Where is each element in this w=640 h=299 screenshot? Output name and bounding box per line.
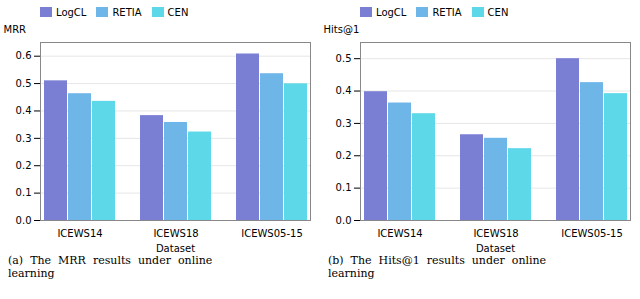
svg-text:0.5: 0.5 [336,53,352,64]
svg-text:ICEWS05-15: ICEWS05-15 [561,228,623,239]
svg-text:0.2: 0.2 [336,150,352,161]
svg-text:MRR: MRR [4,24,27,35]
html-text:RETIA: RETIA [112,6,142,18]
svg-text:Dataset: Dataset [156,243,195,254]
html-text:learning: learning [328,267,375,280]
svg-text:0.4: 0.4 [336,85,352,96]
html-text:(b) The Hits@1 results under o: (b) The Hits@1 results under online [328,254,547,267]
svg-text:0.1: 0.1 [16,187,32,198]
html-text:learning: learning [8,267,55,280]
html-text:LogCL: LogCL [376,6,407,18]
html-text:CEN: CEN [487,6,509,18]
svg-text:ICEWS14: ICEWS14 [377,228,422,239]
svg-text:Dataset: Dataset [476,243,515,254]
html-text:LogCL: LogCL [56,6,87,18]
html-text:RETIA: RETIA [432,6,462,18]
svg-text:0.2: 0.2 [16,160,32,171]
svg-text:0.0: 0.0 [16,215,32,226]
svg-text:0.3: 0.3 [16,133,32,144]
svg-text:ICEWS05-15: ICEWS05-15 [241,228,303,239]
svg-text:Hits@1: Hits@1 [324,24,360,35]
svg-text:0.4: 0.4 [16,105,32,116]
svg-text:0.0: 0.0 [336,215,352,226]
svg-text:ICEWS18: ICEWS18 [153,228,198,239]
svg-text:0.6: 0.6 [16,50,32,61]
svg-text:ICEWS18: ICEWS18 [473,228,518,239]
svg-text:ICEWS14: ICEWS14 [57,228,102,239]
svg-text:0.5: 0.5 [16,78,32,89]
svg-text:0.1: 0.1 [336,182,352,193]
svg-text:0.3: 0.3 [336,118,352,129]
html-text:(a) The MRR results under onli: (a) The MRR results under online [8,254,213,267]
html-text:CEN: CEN [167,6,189,18]
